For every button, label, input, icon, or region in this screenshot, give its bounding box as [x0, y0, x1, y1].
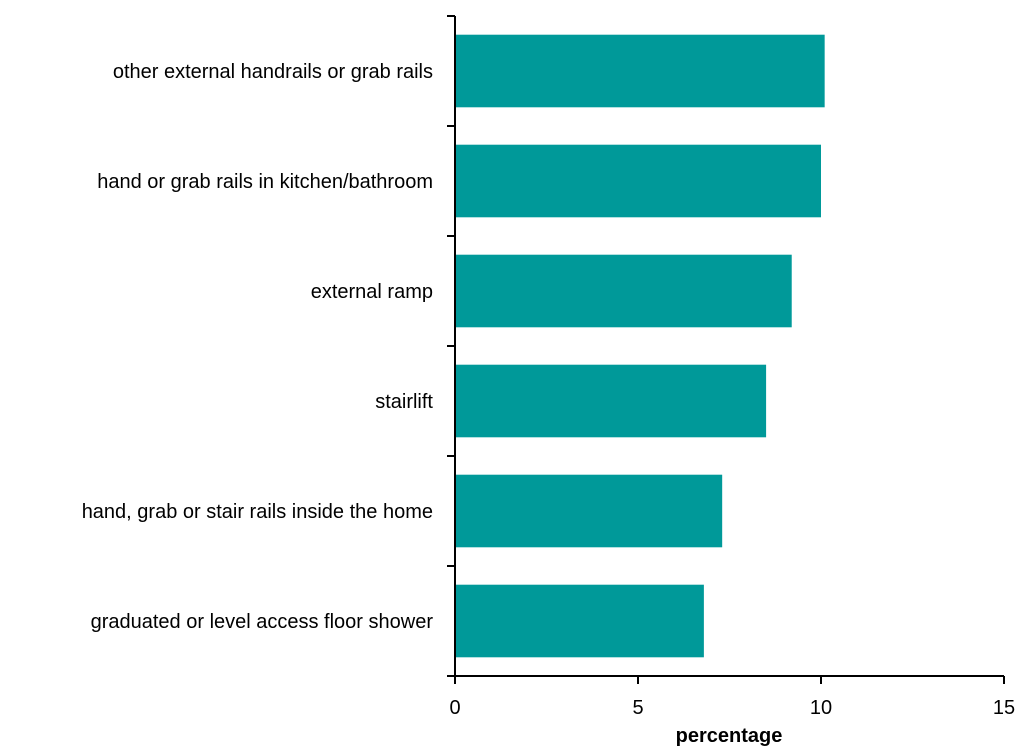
- bar: [455, 254, 792, 328]
- x-axis-title: percentage: [676, 725, 783, 747]
- category-label: hand or grab rails in kitchen/bathroom: [97, 171, 433, 193]
- bar: [455, 584, 704, 658]
- category-label: external ramp: [311, 281, 433, 303]
- x-ticks-group: 0 5 10 15: [449, 676, 1015, 719]
- category-label: other external handrails or grab rails: [113, 61, 433, 83]
- bar: [455, 364, 767, 438]
- category-label: stairlift: [375, 391, 433, 413]
- x-tick-label: 15: [993, 697, 1015, 719]
- x-tick-label: 10: [810, 697, 832, 719]
- category-label: graduated or level access floor shower: [91, 611, 434, 633]
- bar: [455, 34, 825, 108]
- bar: [455, 144, 821, 218]
- bars-group: [455, 34, 825, 658]
- x-tick-label: 0: [449, 697, 460, 719]
- y-ticks-group: [447, 15, 455, 677]
- category-label: hand, grab or stair rails inside the hom…: [82, 501, 433, 523]
- bar: [455, 474, 723, 548]
- category-labels-group: other external handrails or grab rails ha…: [82, 61, 434, 633]
- x-tick-label: 5: [632, 697, 643, 719]
